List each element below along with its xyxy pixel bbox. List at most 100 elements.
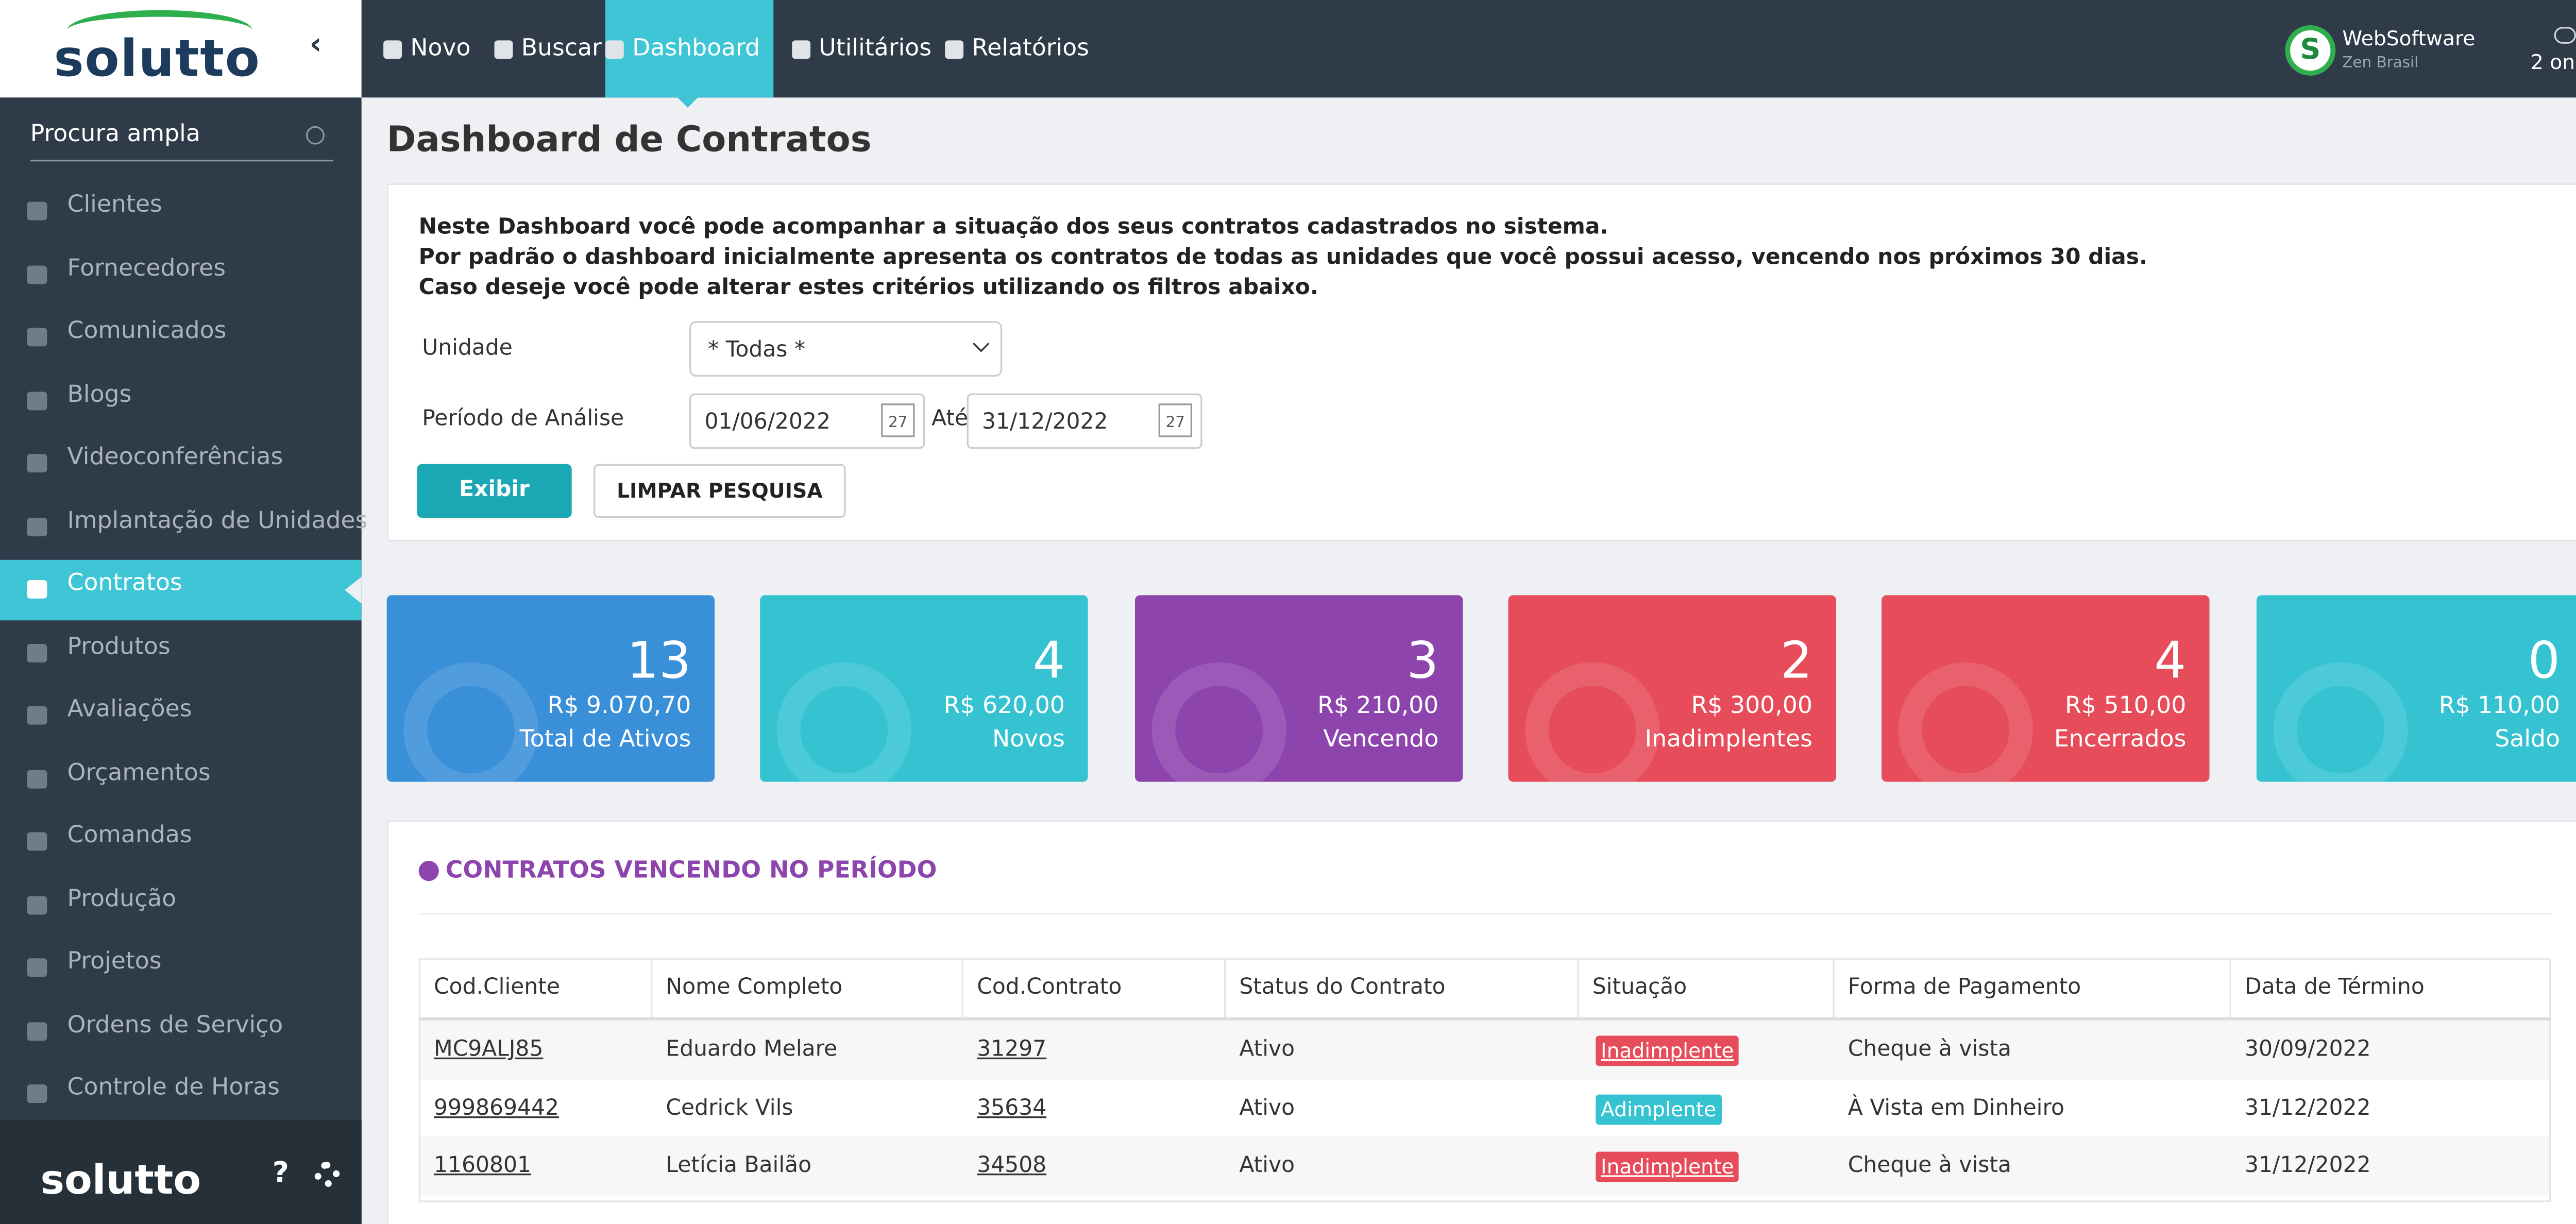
card-watermark bbox=[1151, 662, 1286, 782]
menu-item[interactable]: Fornecedores bbox=[67, 254, 226, 282]
intro-line: Neste Dashboard você pode acompanhar a s… bbox=[418, 215, 1608, 241]
avatar[interactable]: S bbox=[2285, 25, 2336, 76]
table-cell: 31/12/2022 bbox=[2245, 1095, 2371, 1121]
card-amount: R$ 620,00 bbox=[943, 692, 1065, 720]
row-stripe bbox=[420, 1021, 2549, 1080]
section-title: CONTRATOS VENCENDO NO PERÍODO bbox=[445, 857, 937, 885]
menu-item[interactable]: Produtos bbox=[67, 633, 171, 660]
search[interactable]: Procura ampla bbox=[30, 121, 333, 162]
menu-item[interactable]: Ordens de Serviço bbox=[67, 1011, 283, 1039]
table-link[interactable]: 35634 bbox=[977, 1095, 1047, 1121]
menu-item[interactable]: Produção bbox=[67, 885, 177, 912]
settings-icon[interactable] bbox=[314, 1162, 340, 1187]
card-count: 4 bbox=[1032, 632, 1065, 691]
menu-item[interactable]: Blogs bbox=[67, 381, 132, 408]
online[interactable]: 2 online bbox=[2530, 50, 2576, 74]
menu-item[interactable]: Controle de Horas bbox=[67, 1074, 280, 1101]
column-header: Forma de Pagamento bbox=[1848, 975, 2081, 1000]
table-cell: Cedrick Vils bbox=[666, 1095, 793, 1121]
card-label: Novos bbox=[992, 726, 1065, 754]
table-cell: À Vista em Dinheiro bbox=[1848, 1095, 2064, 1121]
page-title: Dashboard de Contratos bbox=[386, 119, 872, 160]
menu-item[interactable]: Projetos bbox=[67, 948, 162, 975]
stat-card[interactable]: 2 R$ 300,00 Inadimplentes bbox=[1508, 595, 1836, 782]
col-divider bbox=[1833, 958, 1835, 1019]
card-label: Encerrados bbox=[2054, 726, 2187, 754]
col-divider bbox=[1224, 958, 1226, 1019]
calendar-icon[interactable]: 27 bbox=[881, 403, 915, 437]
menu-item[interactable]: Comunicados bbox=[67, 317, 227, 345]
card-label: Vencendo bbox=[1323, 726, 1439, 754]
collapse[interactable]: ‹ bbox=[309, 27, 322, 62]
column-header: Nome Completo bbox=[666, 975, 843, 1000]
logo-arc bbox=[67, 10, 252, 50]
nav-item[interactable]: Relatórios bbox=[972, 35, 1090, 62]
date-input[interactable]: 01/06/2022 bbox=[689, 393, 925, 449]
col-divider bbox=[651, 958, 653, 1019]
menu-icon bbox=[27, 1084, 47, 1103]
table-cell: Ativo bbox=[1239, 1095, 1295, 1121]
card-label: Saldo bbox=[2495, 726, 2560, 754]
active-notch bbox=[345, 576, 362, 604]
table-link[interactable]: 34508 bbox=[977, 1154, 1047, 1180]
table-link[interactable]: 1160801 bbox=[434, 1154, 532, 1180]
menu-icon bbox=[27, 958, 47, 977]
stat-card[interactable]: 13 R$ 9.070,70 Total de Ativos bbox=[386, 595, 715, 782]
stat-card[interactable]: 4 R$ 510,00 Encerrados bbox=[1882, 595, 2210, 782]
button-primary[interactable]: Exibir bbox=[417, 464, 572, 518]
divider bbox=[418, 913, 2551, 915]
col-divider bbox=[1577, 958, 1579, 1019]
nav-item[interactable]: Buscar bbox=[521, 35, 602, 62]
nav-icon bbox=[945, 40, 964, 59]
card-count: 3 bbox=[1406, 632, 1439, 691]
col-divider bbox=[961, 958, 964, 1019]
table-link[interactable]: 999869442 bbox=[434, 1095, 560, 1121]
menu-icon bbox=[27, 454, 47, 473]
alert-icon bbox=[418, 861, 439, 881]
nav-icon bbox=[494, 40, 513, 59]
status-badge: Inadimplente bbox=[1596, 1152, 1739, 1183]
calendar-icon[interactable]: 27 bbox=[1158, 403, 1192, 437]
card-amount: R$ 110,00 bbox=[2438, 692, 2560, 720]
card-watermark bbox=[1899, 662, 2033, 782]
intro-line: Caso deseje você pode alterar estes crit… bbox=[418, 276, 1319, 301]
table bbox=[418, 958, 2551, 1202]
table-cell: 30/09/2022 bbox=[2245, 1037, 2371, 1063]
menu-item[interactable]: Comandas bbox=[67, 822, 192, 849]
col-divider bbox=[2229, 958, 2231, 1019]
nav-item[interactable]: Novo bbox=[410, 35, 471, 62]
nav-item[interactable]: Dashboard bbox=[632, 35, 760, 62]
menu-item[interactable]: Clientes bbox=[67, 192, 162, 219]
menu-item[interactable]: Videoconferências bbox=[67, 444, 283, 471]
user[interactable]: WebSoftware bbox=[2342, 27, 2476, 50]
card-amount: R$ 210,00 bbox=[1317, 692, 1439, 720]
footer-help[interactable]: ? bbox=[272, 1157, 289, 1191]
menu-icon bbox=[27, 390, 47, 410]
card-watermark bbox=[403, 662, 538, 782]
chat-icon bbox=[2554, 27, 2576, 44]
nav-active bbox=[605, 0, 774, 98]
menu-item[interactable]: Orçamentos bbox=[67, 759, 211, 786]
date-input[interactable]: 31/12/2022 bbox=[967, 393, 1202, 449]
label: Unidade bbox=[422, 336, 513, 362]
table-cell: Eduardo Melare bbox=[666, 1037, 838, 1063]
stat-card[interactable]: 3 R$ 210,00 Vencendo bbox=[1134, 595, 1463, 782]
column-header: Status do Contrato bbox=[1239, 975, 1446, 1000]
nav-item[interactable]: Utilitários bbox=[819, 35, 932, 62]
nav-notch bbox=[677, 97, 698, 108]
stat-card[interactable]: 0 R$ 110,00 Saldo bbox=[2256, 595, 2576, 782]
button-secondary[interactable]: LIMPAR PESQUISA bbox=[594, 464, 846, 518]
menu-item[interactable]: Implantação de Unidades bbox=[67, 507, 368, 534]
stat-card[interactable]: 4 R$ 620,00 Novos bbox=[760, 595, 1089, 782]
table-link[interactable]: 31297 bbox=[977, 1037, 1047, 1063]
table-link[interactable]: MC9ALJ85 bbox=[434, 1037, 544, 1063]
card-watermark bbox=[2272, 662, 2407, 782]
card-count: 4 bbox=[2154, 632, 2187, 691]
card-amount: R$ 300,00 bbox=[1691, 692, 1812, 720]
select[interactable]: * Todas * bbox=[689, 321, 1003, 377]
search-icon bbox=[306, 126, 325, 145]
menu-item[interactable]: Avaliações bbox=[67, 696, 192, 723]
table-cell: Ativo bbox=[1239, 1154, 1295, 1180]
menu-item[interactable]: Contratos bbox=[67, 570, 182, 597]
table-cell: Cheque à vista bbox=[1848, 1037, 2011, 1063]
